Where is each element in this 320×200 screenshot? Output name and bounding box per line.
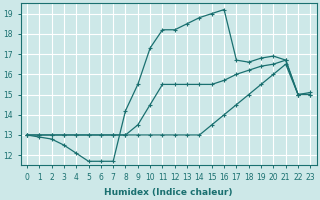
X-axis label: Humidex (Indice chaleur): Humidex (Indice chaleur) bbox=[104, 188, 233, 197]
